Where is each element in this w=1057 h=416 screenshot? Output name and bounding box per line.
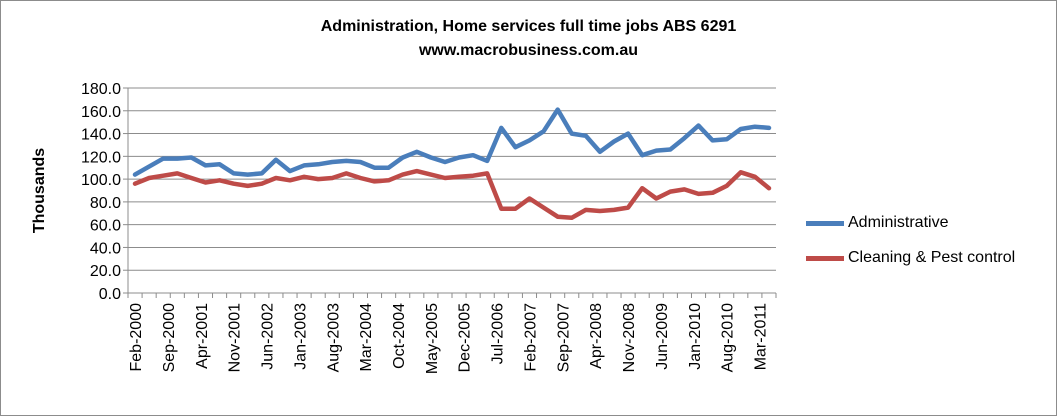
y-tick-label: 120.0 (81, 149, 121, 166)
x-tick-label: Jan-2003 (292, 303, 309, 370)
x-tick-label: Apr-2001 (194, 303, 211, 369)
y-tick-label: 0.0 (99, 286, 121, 303)
y-tick-label: 100.0 (81, 172, 121, 189)
y-axis-label: Thousands (31, 148, 48, 233)
legend-label-cleaning: Cleaning & Pest control (848, 249, 1016, 266)
x-tick-label: Sep-2007 (555, 303, 572, 372)
y-tick-label: 160.0 (81, 104, 121, 121)
y-tick-label: 180.0 (81, 81, 121, 98)
x-tick-label: Jan-2010 (687, 303, 704, 370)
legend-item-cleaning: Cleaning & Pest control (806, 246, 1015, 270)
x-tick-label: Sep-2000 (161, 303, 178, 372)
x-tick-label: Jun-2009 (654, 303, 671, 370)
x-tick-label: Mar-2004 (358, 303, 375, 372)
y-tick-label: 60.0 (90, 218, 121, 235)
x-tick-label: Jul-2006 (490, 303, 507, 364)
y-tick-label: 80.0 (90, 195, 121, 212)
y-tick-label: 140.0 (81, 127, 121, 144)
y-tick-label: 40.0 (90, 240, 121, 257)
chart-title: Administration, Home services full time … (320, 18, 737, 35)
x-tick-label: Feb-2007 (522, 303, 539, 372)
series-line-cleaning-pest-control (132, 168, 772, 221)
chart-subtitle: www.macrobusiness.com.au (418, 42, 639, 59)
x-tick-label: Aug-2003 (325, 303, 342, 372)
x-tick-label: Nov-2008 (621, 303, 638, 372)
y-tick-label: 20.0 (90, 263, 121, 280)
x-tick-label: Dec-2005 (457, 303, 474, 372)
x-tick-label: Aug-2010 (720, 303, 737, 372)
x-tick-label: Apr-2008 (588, 303, 605, 369)
x-tick-label: Oct-2004 (391, 303, 408, 369)
x-tick-label: Feb-2000 (128, 303, 145, 372)
x-tick-label: Nov-2001 (227, 303, 244, 372)
x-tick-label: May-2005 (424, 303, 441, 374)
legend-swatch-administrative (806, 220, 844, 226)
x-tick-label: Jun-2002 (260, 303, 277, 370)
legend-item-administrative: Administrative (806, 211, 948, 235)
series-line-administrative (132, 107, 772, 177)
legend-swatch-cleaning (806, 255, 844, 261)
legend-label-administrative: Administrative (848, 214, 949, 231)
x-tick-label: Mar-2011 (753, 303, 770, 370)
